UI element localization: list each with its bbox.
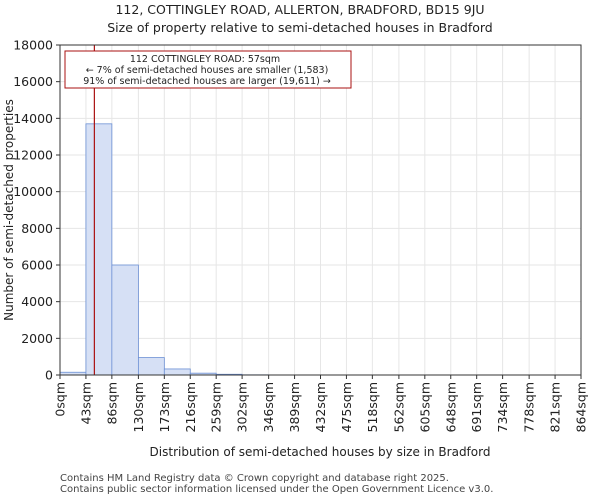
x-tick-label-2: 86sqm <box>104 382 119 425</box>
y-axis-label: Number of semi-detached properties <box>2 99 16 321</box>
x-tick-label-9: 389sqm <box>287 382 302 432</box>
x-tick-label-20: 864sqm <box>574 382 589 432</box>
bars <box>59 123 426 376</box>
x-tick-label-15: 648sqm <box>443 382 458 432</box>
y-tick-label-7: 14000 <box>13 111 53 126</box>
x-tick-label-11: 475sqm <box>339 382 354 432</box>
annotation-line-2: ← 7% of semi-detached houses are smaller… <box>86 65 329 76</box>
annotation-border <box>64 50 352 89</box>
bar-43sqm <box>85 123 113 376</box>
bar-86sqm <box>111 264 139 376</box>
histogram-chart: 0 2000 4000 6000 8000 10000 12000 14000 16000 180… <box>2 38 589 460</box>
y-tick-label-4: 8000 <box>21 221 53 236</box>
bar-173sqm <box>163 368 191 376</box>
x-tick-label-17: 734sqm <box>495 382 510 432</box>
x-tick-label-18: 778sqm <box>522 382 537 432</box>
y-tick-label-5: 10000 <box>13 184 53 199</box>
y-tick-label-2: 4000 <box>21 294 53 309</box>
y-tick-label-8: 16000 <box>13 74 53 89</box>
x-tick-label-5: 216sqm <box>183 382 198 432</box>
x-tick-label-1: 43sqm <box>78 382 93 425</box>
annotation-line-1: 112 COTTINGLEY ROAD: 57sqm <box>130 54 280 65</box>
x-tick-label-14: 605sqm <box>417 382 432 432</box>
x-tick-label-3: 130sqm <box>131 382 146 432</box>
x-tick-label-12: 518sqm <box>365 382 380 432</box>
footer-copyright: Contains HM Land Registry data © Crown c… <box>60 473 449 484</box>
bar-130sqm <box>137 357 165 376</box>
x-tick-label-13: 562sqm <box>391 382 406 432</box>
y-tick-label-9: 18000 <box>13 38 53 53</box>
x-tick-label-16: 691sqm <box>469 382 484 432</box>
y-tick-label-6: 12000 <box>13 148 53 163</box>
x-axis-label: Distribution of semi-detached houses by … <box>150 445 491 459</box>
y-tick-label-1: 2000 <box>21 331 53 346</box>
chart-title-subtitle: Size of property relative to semi-detach… <box>107 20 493 35</box>
annotation-box: 112 COTTINGLEY ROAD: 57sqm ← 7% of semi-… <box>64 50 352 89</box>
y-tick-label-3: 6000 <box>21 258 53 273</box>
chart-title-address: 112, COTTINGLEY ROAD, ALLERTON, BRADFORD… <box>115 2 485 17</box>
x-tick-label-4: 173sqm <box>157 382 172 432</box>
footer-licence: Contains public sector information licen… <box>60 484 494 495</box>
y-axis-ticks: 0 2000 4000 6000 8000 10000 12000 14000 16000 180… <box>13 38 60 383</box>
x-tick-label-19: 821sqm <box>548 382 563 432</box>
x-axis-ticks: 0sqm 43sqm 86sqm 130sqm 173sqm 216sqm 259sqm 30… <box>53 375 589 432</box>
y-tick-label-0: 0 <box>45 368 53 383</box>
x-tick-label-7: 302sqm <box>235 382 250 432</box>
x-tick-label-8: 346sqm <box>261 382 276 432</box>
x-tick-label-6: 259sqm <box>209 382 224 432</box>
annotation-line-3: 91% of semi-detached houses are larger (… <box>83 76 331 87</box>
x-tick-label-10: 432sqm <box>313 382 328 432</box>
x-tick-label-0: 0sqm <box>53 382 68 417</box>
